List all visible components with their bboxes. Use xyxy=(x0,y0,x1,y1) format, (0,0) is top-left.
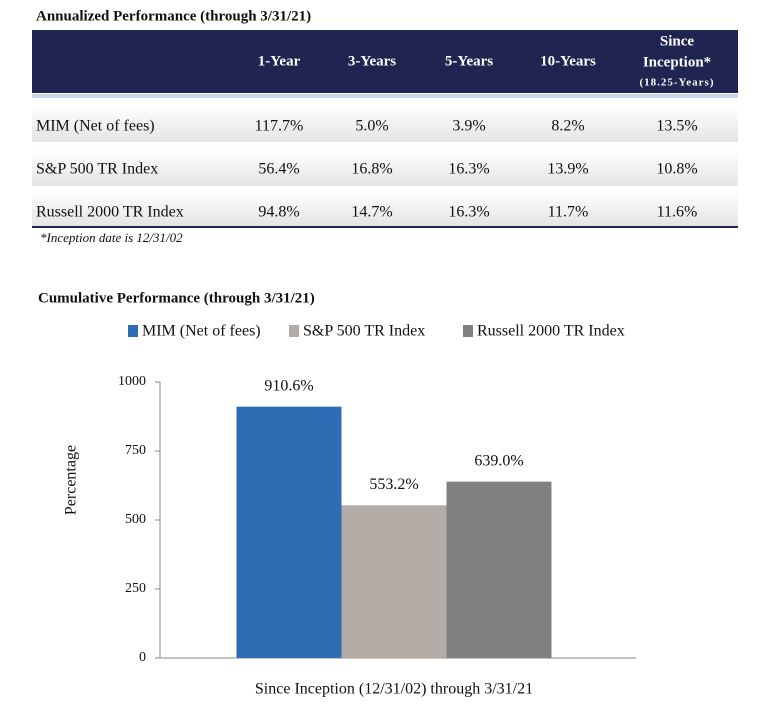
row-bg xyxy=(32,150,738,186)
row-label: MIM (Net of fees) xyxy=(36,118,155,135)
cell: 5.0% xyxy=(355,118,388,135)
chart-title: Cumulative Performance (through 3/31/21) xyxy=(38,290,315,306)
value-label: 639.0% xyxy=(474,452,523,469)
header-band xyxy=(32,30,738,93)
bar xyxy=(446,481,552,658)
header-rule xyxy=(32,94,738,98)
column-header: 1-Year xyxy=(258,53,301,69)
cell: 16.3% xyxy=(448,204,489,221)
cell: 94.8% xyxy=(258,204,299,221)
column-header: 10-Years xyxy=(540,53,596,69)
footnote: *Inception date is 12/31/02 xyxy=(40,230,183,245)
cell: 14.7% xyxy=(351,204,392,221)
legend-swatch xyxy=(128,325,138,337)
y-tick-label: 250 xyxy=(125,581,146,596)
legend-label: Russell 2000 TR Index xyxy=(477,323,625,340)
cell: 3.9% xyxy=(452,118,485,135)
legend-swatch xyxy=(463,325,473,337)
column-header: Inception* xyxy=(643,54,711,70)
y-tick-label: 1000 xyxy=(118,374,146,389)
cell: 13.9% xyxy=(547,161,588,178)
legend-label: S&P 500 TR Index xyxy=(303,323,425,340)
cell: 117.7% xyxy=(255,118,304,135)
column-header: 5-Years xyxy=(445,53,493,69)
value-label: 910.6% xyxy=(264,377,313,394)
bar xyxy=(236,406,342,658)
value-label: 553.2% xyxy=(369,476,418,493)
cell: 11.7% xyxy=(548,204,589,221)
row-label: S&P 500 TR Index xyxy=(36,161,158,178)
cell: 56.4% xyxy=(258,161,299,178)
y-tick-label: 0 xyxy=(139,650,146,665)
y-tick-label: 750 xyxy=(125,443,146,458)
legend-label: MIM (Net of fees) xyxy=(142,323,261,340)
legend-swatch xyxy=(289,325,299,337)
y-axis-label: Percentage xyxy=(63,445,80,515)
bar xyxy=(341,505,447,658)
cell: 16.8% xyxy=(351,161,392,178)
column-header: Since xyxy=(660,33,695,49)
y-tick-label: 500 xyxy=(125,512,146,527)
column-note: (18.25-Years) xyxy=(639,77,714,89)
cell: 10.8% xyxy=(656,161,697,178)
x-tick-label: Since Inception (12/31/02) through 3/31/… xyxy=(255,681,533,698)
cell: 11.6% xyxy=(657,204,698,221)
row-label: Russell 2000 TR Index xyxy=(36,204,184,221)
row-bg xyxy=(32,192,738,226)
table-title: Annualized Performance (through 3/31/21) xyxy=(36,8,311,24)
cell: 13.5% xyxy=(656,118,697,135)
cell: 8.2% xyxy=(551,118,584,135)
row-bg xyxy=(32,106,738,142)
column-header: 3-Years xyxy=(348,53,396,69)
cell: 16.3% xyxy=(448,161,489,178)
